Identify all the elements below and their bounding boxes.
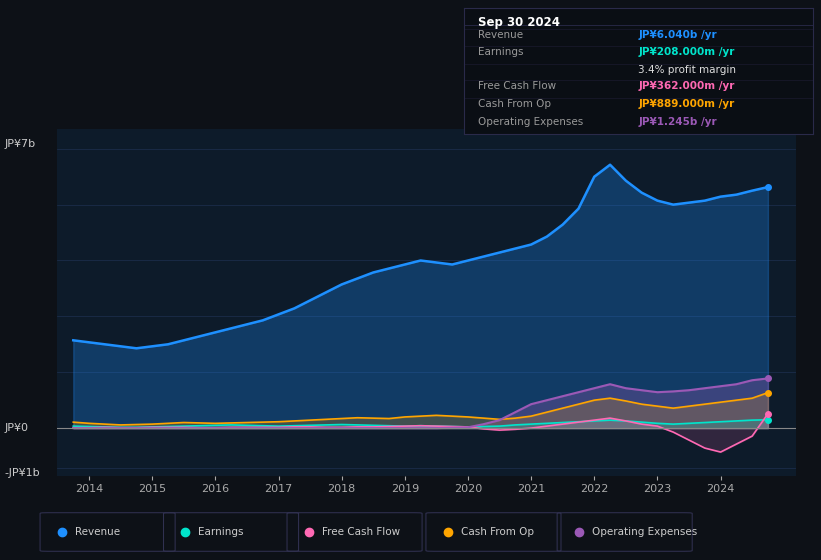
Text: 3.4% profit margin: 3.4% profit margin <box>639 65 736 75</box>
Text: Free Cash Flow: Free Cash Flow <box>478 81 556 91</box>
Text: Cash From Op: Cash From Op <box>478 99 551 109</box>
Text: Earnings: Earnings <box>199 527 244 537</box>
Text: Earnings: Earnings <box>478 48 523 58</box>
Text: JP¥889.000m /yr: JP¥889.000m /yr <box>639 99 735 109</box>
Text: JP¥208.000m /yr: JP¥208.000m /yr <box>639 48 735 58</box>
Text: JP¥7b: JP¥7b <box>4 139 35 149</box>
Text: Operating Expenses: Operating Expenses <box>592 527 697 537</box>
Text: Revenue: Revenue <box>75 527 120 537</box>
Text: Sep 30 2024: Sep 30 2024 <box>478 16 560 29</box>
Text: -JP¥1b: -JP¥1b <box>4 468 39 478</box>
Text: Revenue: Revenue <box>478 30 523 40</box>
Text: Operating Expenses: Operating Expenses <box>478 117 583 127</box>
Text: JP¥362.000m /yr: JP¥362.000m /yr <box>639 81 735 91</box>
Text: JP¥1.245b /yr: JP¥1.245b /yr <box>639 117 717 127</box>
Text: Cash From Op: Cash From Op <box>461 527 534 537</box>
Text: Free Cash Flow: Free Cash Flow <box>322 527 400 537</box>
Text: JP¥0: JP¥0 <box>4 423 28 433</box>
Text: JP¥6.040b /yr: JP¥6.040b /yr <box>639 30 717 40</box>
